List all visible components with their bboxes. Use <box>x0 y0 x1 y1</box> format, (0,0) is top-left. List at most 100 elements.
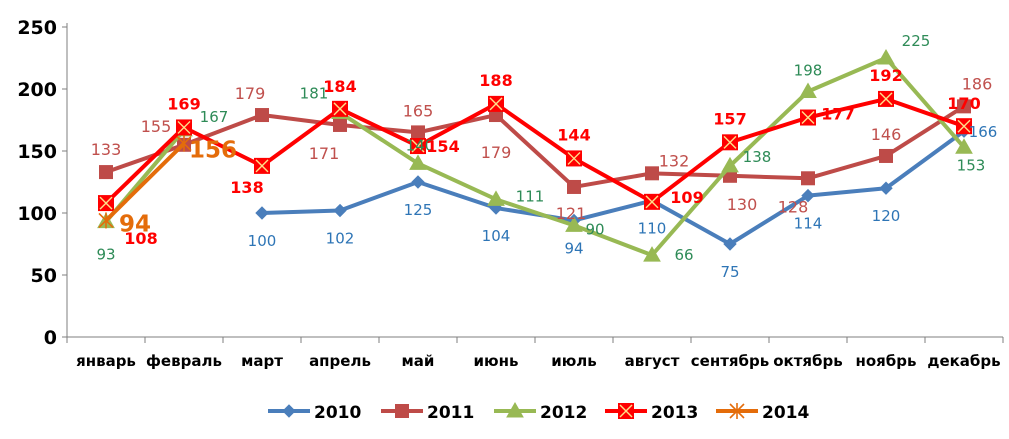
data-point-2011 <box>645 166 659 181</box>
data-point-2012 <box>799 82 817 98</box>
data-label-2011: 186 <box>962 74 993 93</box>
data-point-2013 <box>644 193 660 210</box>
x-tick-label: июль <box>551 352 597 370</box>
legend-label: 2011 <box>427 403 474 423</box>
data-point-legend-2011 <box>395 404 409 418</box>
legend-label: 2014 <box>762 403 809 423</box>
data-label-2013: 109 <box>670 188 703 207</box>
data-label-2012: 138 <box>743 148 772 166</box>
y-tick-label: 100 <box>17 203 57 225</box>
data-label-2011: 133 <box>91 140 122 159</box>
data-point-2011 <box>333 117 347 132</box>
legend-label: 2010 <box>314 403 361 423</box>
data-point-2011 <box>255 108 269 123</box>
data-point-2011 <box>567 179 581 194</box>
x-tick-label: декабрь <box>927 352 1000 370</box>
data-point-2014 <box>176 135 192 152</box>
data-label-2011: 165 <box>403 101 434 120</box>
marker-cross <box>99 196 113 210</box>
data-label-2012: 90 <box>585 220 604 238</box>
series-2014 <box>98 135 192 229</box>
data-label-2012: 111 <box>516 187 545 205</box>
marker-cross <box>255 159 269 173</box>
legend-item-2012: 2012 <box>494 401 587 423</box>
data-label-2012: 93 <box>96 246 115 264</box>
y-tick-label: 200 <box>17 79 57 101</box>
data-point-2012 <box>487 190 505 206</box>
x-tick-label: октябрь <box>773 352 843 370</box>
legend-item-2014: 2014 <box>716 403 809 423</box>
marker-cross <box>489 97 503 111</box>
data-point-legend-2014 <box>729 403 745 419</box>
data-point-legend-2013 <box>618 403 634 419</box>
marker-cross <box>957 119 971 133</box>
data-label-2014: 94 <box>119 211 151 237</box>
data-point-2010 <box>879 181 893 195</box>
series-line-2011 <box>105 104 966 189</box>
x-tick-label: сентябрь <box>691 352 769 370</box>
series-2011 <box>99 99 971 194</box>
legend-label: 2013 <box>651 403 698 423</box>
y-tick-label: 0 <box>44 327 57 349</box>
data-point-2013 <box>98 195 114 212</box>
data-point-2012 <box>565 216 583 232</box>
marker-cross <box>801 111 815 125</box>
series-line-2010 <box>261 129 966 246</box>
series-2013 <box>98 90 972 212</box>
data-label-2010: 100 <box>248 232 277 250</box>
data-point-2013 <box>878 90 894 107</box>
data-point-2011 <box>801 171 815 186</box>
data-label-2012: 181 <box>300 85 329 103</box>
data-label-2011: 155 <box>141 117 172 136</box>
data-label-2011: 128 <box>778 197 809 216</box>
data-label-2010: 94 <box>564 239 583 257</box>
data-point-2010 <box>255 206 269 220</box>
marker-cross <box>645 195 659 209</box>
data-label-2010: 75 <box>720 263 739 281</box>
data-label-2010: 125 <box>404 201 433 219</box>
x-tick-label: ноябрь <box>856 352 917 370</box>
y-tick-label: 250 <box>17 17 57 39</box>
data-label-2013: 144 <box>557 125 590 144</box>
data-labels: 100 102 125 104 94 110 75 114 120 166 133 155 179 171… <box>91 32 998 281</box>
data-label-2010: 114 <box>794 215 823 233</box>
data-point-2014 <box>98 212 114 229</box>
data-label-2013: 184 <box>323 77 356 96</box>
data-point-2013 <box>956 118 972 135</box>
data-label-2011: 132 <box>659 151 690 170</box>
data-point-2013 <box>722 134 738 151</box>
x-tick-label: март <box>241 352 283 370</box>
data-label-2010: 104 <box>482 227 511 245</box>
x-tick-label: февраль <box>146 352 222 370</box>
data-point-2013 <box>800 109 816 126</box>
data-label-2013: 192 <box>869 66 902 85</box>
data-point-2013 <box>566 150 582 167</box>
x-tick-label: январь <box>76 352 136 370</box>
x-tick-label: июнь <box>474 352 519 370</box>
series-line-2013 <box>104 96 965 205</box>
data-label-2012: 167 <box>200 108 229 126</box>
y-tick-label: 50 <box>31 265 57 287</box>
data-label-2013: 170 <box>947 94 980 113</box>
data-label-2013: 169 <box>167 94 200 113</box>
data-label-2010: 110 <box>638 220 667 238</box>
data-label-2013: 154 <box>426 137 459 156</box>
legend: 2010 2011 2012 2013 2014 <box>268 401 809 423</box>
data-label-2012: 225 <box>902 32 931 50</box>
marker-cross <box>333 102 347 116</box>
series-2010 <box>255 124 971 251</box>
marker-cross <box>567 151 581 165</box>
data-label-2010: 102 <box>326 230 355 248</box>
data-label-2013: 177 <box>821 105 854 124</box>
data-point-2012 <box>877 48 895 65</box>
data-label-2012: 66 <box>674 246 693 264</box>
data-point-2010 <box>411 175 425 189</box>
x-tick-label: апрель <box>309 352 371 370</box>
data-point-2010 <box>723 237 737 251</box>
data-label-2011: 179 <box>481 143 512 162</box>
data-label-2010: 120 <box>872 207 901 225</box>
data-label-2013: 188 <box>479 71 512 90</box>
marker-cross <box>619 404 633 418</box>
marker-cross <box>177 120 191 134</box>
